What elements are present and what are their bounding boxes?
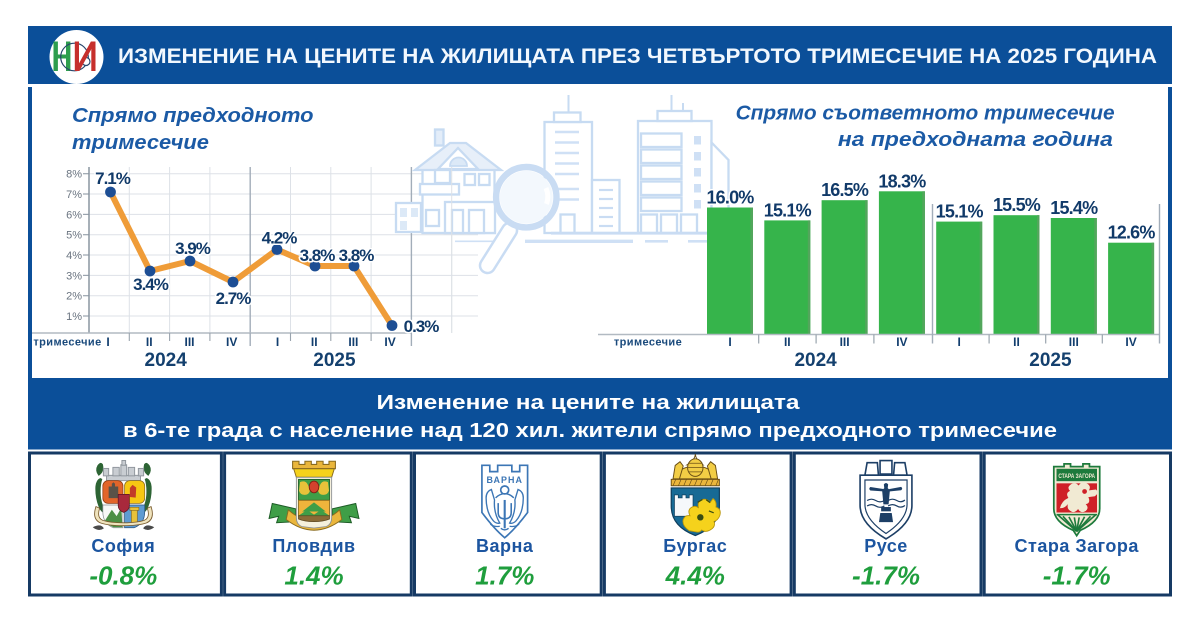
svg-text:в 6-те града с население над 1: в 6-те града с население над 120 хил. жи… (123, 419, 1057, 442)
svg-text:Стара Загора: Стара Загора (1015, 536, 1140, 556)
svg-text:7.1%: 7.1% (95, 169, 131, 188)
svg-text:2.7%: 2.7% (216, 289, 252, 308)
svg-text:8%: 8% (66, 169, 82, 181)
svg-text:3.8%: 3.8% (300, 246, 336, 265)
svg-text:4.4%: 4.4% (665, 561, 725, 591)
svg-text:0.3%: 0.3% (404, 317, 440, 336)
svg-text:2025: 2025 (1029, 350, 1072, 371)
svg-text:12.6%: 12.6% (1108, 223, 1156, 243)
svg-text:тримесечие: тримесечие (33, 337, 101, 349)
svg-text:на предходната година: на предходната година (838, 128, 1113, 151)
svg-text:1%: 1% (66, 311, 82, 323)
svg-text:4.2%: 4.2% (262, 229, 298, 248)
svg-text:Русе: Русе (864, 536, 908, 556)
svg-text:IV: IV (896, 335, 907, 349)
svg-text:IV: IV (1125, 335, 1136, 349)
svg-text:Бургас: Бургас (663, 536, 727, 556)
svg-text:София: София (91, 536, 155, 556)
svg-text:Варна: Варна (476, 536, 534, 556)
svg-text:III: III (348, 335, 358, 349)
svg-text:-0.8%: -0.8% (89, 561, 157, 591)
svg-text:2%: 2% (66, 291, 82, 303)
svg-text:II: II (146, 335, 153, 349)
svg-text:ВАРНА: ВАРНА (486, 475, 522, 485)
svg-text:3.8%: 3.8% (339, 246, 375, 265)
svg-text:тримесечие: тримесечие (614, 337, 682, 349)
svg-text:16.0%: 16.0% (706, 188, 754, 208)
svg-text:2024: 2024 (794, 350, 837, 371)
svg-text:II: II (784, 335, 791, 349)
svg-text:3%: 3% (66, 270, 82, 282)
svg-text:1.4%: 1.4% (284, 561, 343, 591)
svg-text:4%: 4% (66, 250, 82, 262)
svg-text:2024: 2024 (145, 350, 188, 371)
svg-text:IV: IV (226, 335, 237, 349)
svg-text:СТАРА ЗАГОРА: СТАРА ЗАГОРА (1058, 473, 1095, 480)
svg-text:-1.7%: -1.7% (852, 561, 920, 591)
svg-text:Спрямо предходното: Спрямо предходното (72, 104, 314, 127)
svg-text:15.4%: 15.4% (1050, 198, 1098, 218)
svg-text:2025: 2025 (313, 350, 356, 371)
svg-text:Спрямо съответното тримесечие: Спрямо съответното тримесечие (736, 102, 1115, 125)
svg-text:I: I (106, 335, 109, 349)
svg-text:III: III (1069, 335, 1079, 349)
svg-text:3.4%: 3.4% (133, 275, 169, 294)
svg-text:15.1%: 15.1% (936, 202, 984, 222)
svg-text:I: I (958, 335, 961, 349)
svg-text:18.3%: 18.3% (878, 171, 926, 191)
svg-text:III: III (184, 335, 194, 349)
svg-text:1.7%: 1.7% (475, 561, 534, 591)
svg-text:Пловдив: Пловдив (272, 536, 355, 556)
svg-text:тримесечие: тримесечие (72, 131, 209, 154)
svg-text:15.5%: 15.5% (993, 195, 1041, 215)
svg-text:IV: IV (384, 335, 395, 349)
svg-text:15.1%: 15.1% (764, 200, 812, 220)
svg-text:3.9%: 3.9% (175, 239, 211, 258)
svg-text:Изменение на цените на жилищат: Изменение на цените на жилищата (377, 391, 801, 414)
svg-text:III: III (840, 335, 850, 349)
svg-text:7%: 7% (66, 189, 82, 201)
svg-text:16.5%: 16.5% (821, 180, 869, 200)
svg-text:II: II (311, 335, 318, 349)
svg-text:5%: 5% (66, 230, 82, 242)
svg-text:II: II (1013, 335, 1020, 349)
svg-text:6%: 6% (66, 209, 82, 221)
svg-text:I: I (728, 335, 731, 349)
svg-text:I: I (276, 335, 279, 349)
svg-text:-1.7%: -1.7% (1043, 561, 1111, 591)
svg-text:ИЗМЕНЕНИЕ НА ЦЕНИТЕ НА ЖИЛИЩАТ: ИЗМЕНЕНИЕ НА ЦЕНИТЕ НА ЖИЛИЩАТА ПРЕЗ ЧЕТ… (118, 44, 1157, 68)
